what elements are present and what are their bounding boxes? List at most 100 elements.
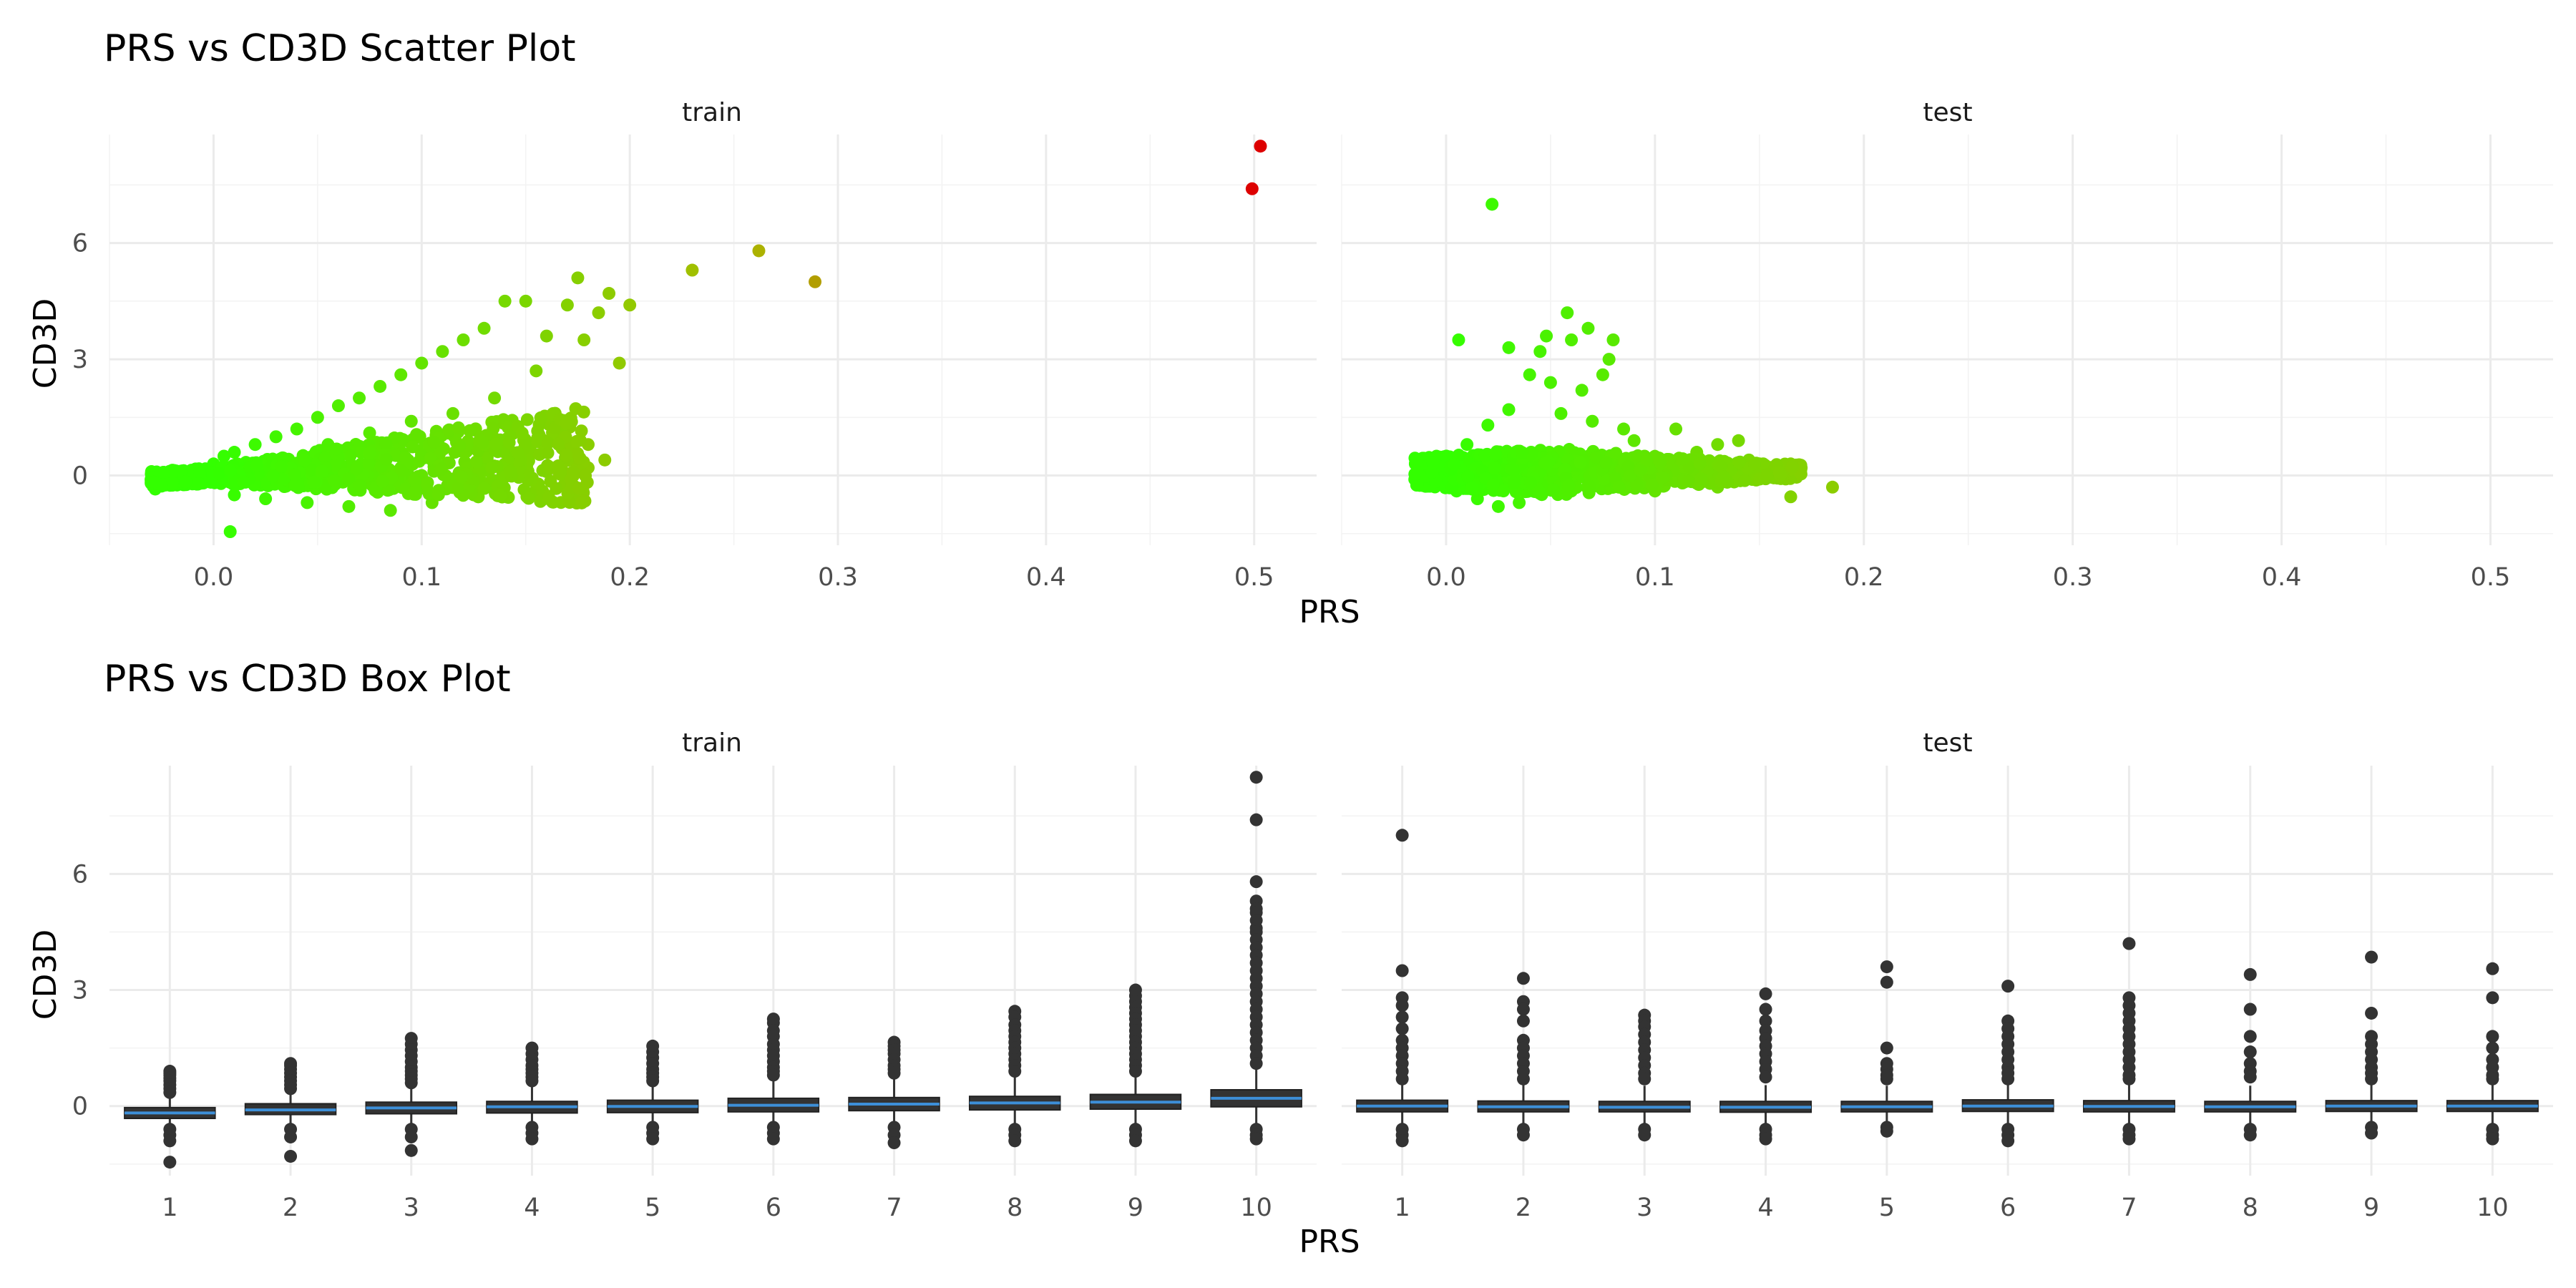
box-outlier [766,1068,780,1082]
box-outlier [1249,875,1263,889]
box-outlier [1008,1065,1022,1078]
scatter-point [454,470,468,484]
scatter-strip-test: test [1923,98,1972,127]
box-chart: PRS vs CD3D Box Plot train 1 2 3 4 5 6 7 8 9 10 0… [27,658,2553,1260]
scatter-point [560,448,573,462]
x-tick-label: 10 [2477,1194,2509,1222]
box-outlier [1759,1070,1772,1084]
box-5 [1840,960,1933,1138]
box-outlier [1880,975,1893,989]
scatter-point [363,447,376,460]
scatter-point [541,436,555,450]
scatter-point [1825,480,1839,494]
scatter-yticks-train: 0 3 6 [72,230,88,491]
scatter-point [531,433,545,447]
box-xticks-test: 1 2 3 4 5 6 7 8 9 10 [1395,1194,2509,1222]
box-y-axis-label: CD3D [27,930,64,1020]
x-tick-label: 7 [2121,1194,2137,1222]
box-outlier [2365,1072,2379,1085]
x-tick-label: 2 [283,1194,298,1222]
box-outlier [1395,1072,1409,1085]
scatter-point [1426,457,1440,470]
scatter-point [436,345,449,358]
scatter-point [752,244,766,258]
scatter-panel-test: test 0.0 0.1 0.2 0.3 0.4 0.5 [1341,98,2553,592]
x-tick-label: 0.1 [401,563,441,592]
scatter-point [237,475,250,489]
scatter-point [311,411,324,424]
scatter-point [1481,419,1495,432]
box-9 [2325,950,2418,1140]
x-tick-label: 0.2 [1844,563,1884,592]
box-outlier [1395,1134,1409,1148]
scatter-point [552,437,565,451]
scatter-point [598,453,612,467]
box-outlier [1128,1065,1142,1078]
x-tick-label: 4 [524,1194,540,1222]
scatter-point [1617,422,1631,436]
scatter-point [515,426,529,440]
scatter-point [248,438,262,452]
scatter-point [341,472,355,485]
box-outlier [1516,1128,1530,1142]
box-outlier [2365,1126,2379,1140]
scatter-point [192,477,205,490]
scatter-point [288,468,301,482]
box-outlier [404,1143,418,1157]
scatter-xticks-train: 0.0 0.1 0.2 0.3 0.4 0.5 [194,563,1274,592]
box-outlier [2243,1030,2257,1043]
x-tick-label: 1 [162,1194,177,1222]
scatter-point [1596,472,1610,486]
scatter-point [275,460,288,474]
scatter-point [432,484,446,497]
x-tick-label: 0.2 [610,563,650,592]
box-outlier [1008,1134,1022,1148]
x-tick-label: 2 [1516,1194,1531,1222]
scatter-point [592,306,605,320]
box-10 [1210,771,1302,1146]
scatter-point [1507,476,1521,489]
scatter-point [1676,452,1689,466]
scatter-point [1489,447,1503,461]
scatter-point [542,491,555,504]
scatter-point [1669,422,1683,436]
x-tick-label: 0.0 [194,563,234,592]
box-outlier [1395,1010,1409,1024]
scatter-point [1582,479,1596,493]
x-tick-label: 6 [766,1194,781,1222]
scatter-point [1627,434,1641,447]
scatter-grid-train [109,135,1317,545]
scatter-point [571,271,585,285]
x-tick-label: 0.4 [2262,563,2302,592]
box-outlier [1880,1041,1893,1055]
scatter-point [463,424,477,437]
box-outlier [163,1134,177,1148]
scatter-point [809,275,822,288]
box-4 [486,1041,578,1146]
box-outlier [1516,972,1530,985]
scatter-y-axis-label: CD3D [27,298,64,389]
scatter-point [577,405,590,419]
scatter-point [328,474,341,487]
y-tick-label: 6 [72,860,88,889]
scatter-point [376,474,389,488]
scatter-point [504,464,517,478]
scatter-point [1533,345,1547,358]
scatter-point [1682,474,1695,488]
box-outlier [1880,1072,1893,1085]
scatter-point [1599,456,1613,469]
scatter-point [1561,306,1574,320]
box-outlier [766,1132,780,1146]
scatter-point [1693,457,1707,471]
scatter-point [1609,447,1623,460]
scatter-point [379,453,393,467]
box-strip-train: train [682,728,742,758]
scatter-point [415,356,429,370]
scatter-point [489,437,503,451]
scatter-point [579,469,592,482]
scatter-point [223,464,237,477]
box-outlier [2001,1134,2015,1148]
box-outlier [1759,1014,1772,1028]
scatter-point [1408,467,1422,481]
x-tick-label: 0.3 [2053,563,2093,592]
